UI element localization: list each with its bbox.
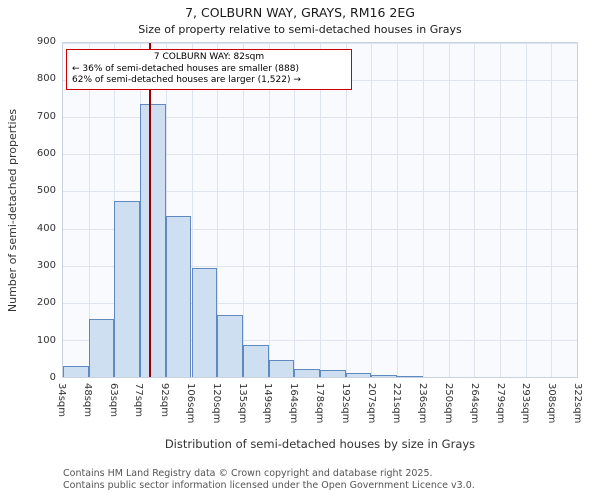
marker-annotation: 7 COLBURN WAY: 82sqm ← 36% of semi-detac… xyxy=(66,49,352,91)
x-tick-label: 106sqm xyxy=(185,383,196,424)
histogram-bar xyxy=(268,360,295,377)
y-tick-label: 300 xyxy=(36,260,56,271)
v-gridline xyxy=(191,43,193,377)
y-axis-label-text: Number of semi-detached properties xyxy=(6,108,20,312)
x-tick-label: 178sqm xyxy=(314,383,325,424)
histogram-bar xyxy=(63,365,89,377)
v-gridline xyxy=(551,43,553,377)
v-gridline xyxy=(242,43,244,377)
y-tick-label: 500 xyxy=(36,185,56,197)
histogram-bar xyxy=(140,104,166,377)
x-tick-label: 236sqm xyxy=(417,383,429,424)
plot-area xyxy=(62,42,578,378)
v-gridline xyxy=(268,43,270,377)
y-tick-label: 100 xyxy=(36,334,56,346)
histogram-bar xyxy=(88,319,115,377)
x-tick-label: 92sqm xyxy=(159,383,171,418)
footer-copyright-line1: Contains HM Land Registry data © Crown c… xyxy=(63,468,433,479)
v-gridline xyxy=(422,43,424,377)
v-gridline xyxy=(294,43,296,377)
v-gridline xyxy=(397,43,399,377)
x-tick-label: 250sqm xyxy=(443,383,454,424)
x-tick-label: 34sqm xyxy=(56,383,67,418)
footer-copyright-line2: Contains public sector information licen… xyxy=(63,480,475,491)
y-axis-label: Number of semi-detached properties xyxy=(0,42,26,378)
x-tick-label: 149sqm xyxy=(262,383,274,424)
y-tick-label: 900 xyxy=(36,36,56,47)
x-tick-label: 164sqm xyxy=(288,383,300,424)
v-gridline xyxy=(88,43,90,377)
histogram-bar xyxy=(165,215,192,377)
y-tick-label: 600 xyxy=(36,148,56,159)
annotation-smaller-share: ← 36% of semi-detached houses are smalle… xyxy=(72,63,299,74)
x-tick-label: 221sqm xyxy=(391,383,403,424)
y-tick-label: 400 xyxy=(36,222,56,234)
v-gridline xyxy=(448,43,450,377)
v-gridline xyxy=(345,43,347,377)
chart-title: 7, COLBURN WAY, GRAYS, RM16 2EG xyxy=(185,5,415,20)
v-gridline xyxy=(165,43,167,377)
x-tick-label: 264sqm xyxy=(468,383,480,424)
v-gridline xyxy=(525,43,527,377)
histogram-bar xyxy=(114,200,141,377)
x-tick-label: 293sqm xyxy=(520,383,532,424)
histogram-bar xyxy=(397,376,423,377)
x-tick-label: 322sqm xyxy=(572,383,583,424)
histogram-bar xyxy=(371,374,398,377)
v-gridline xyxy=(371,43,373,377)
x-tick-label: 63sqm xyxy=(107,383,119,418)
histogram-bar xyxy=(217,315,243,377)
x-tick-label: 192sqm xyxy=(339,383,351,424)
histogram-bar xyxy=(191,268,218,377)
x-tick-label: 120sqm xyxy=(210,383,222,424)
v-gridline xyxy=(320,43,321,377)
annotation-larger-share: 62% of semi-detached houses are larger (… xyxy=(72,75,301,86)
histogram-bar xyxy=(294,368,320,377)
chart-subtitle: Size of property relative to semi-detach… xyxy=(138,23,462,36)
v-gridline xyxy=(217,43,219,377)
x-tick-label: 135sqm xyxy=(236,383,248,424)
x-tick-label: 48sqm xyxy=(81,383,93,418)
y-tick-label: 800 xyxy=(36,73,56,85)
annotation-title: 7 COLBURN WAY: 82sqm xyxy=(153,52,265,62)
x-tick-label: 207sqm xyxy=(365,383,377,424)
x-tick-label: 308sqm xyxy=(546,383,558,424)
x-tick-label: 77sqm xyxy=(133,383,145,418)
v-gridline xyxy=(474,43,476,377)
histogram-bar xyxy=(242,345,269,377)
y-tick-label: 200 xyxy=(36,297,56,309)
y-tick-label: 0 xyxy=(49,372,56,383)
x-tick-label: 279sqm xyxy=(494,383,506,424)
x-axis-label: Distribution of semi-detached houses by … xyxy=(164,437,476,451)
y-tick-label: 700 xyxy=(36,110,56,122)
v-gridline xyxy=(499,43,501,377)
property-marker-line xyxy=(148,43,151,377)
histogram-bar xyxy=(345,372,372,377)
histogram-bar xyxy=(320,370,346,377)
